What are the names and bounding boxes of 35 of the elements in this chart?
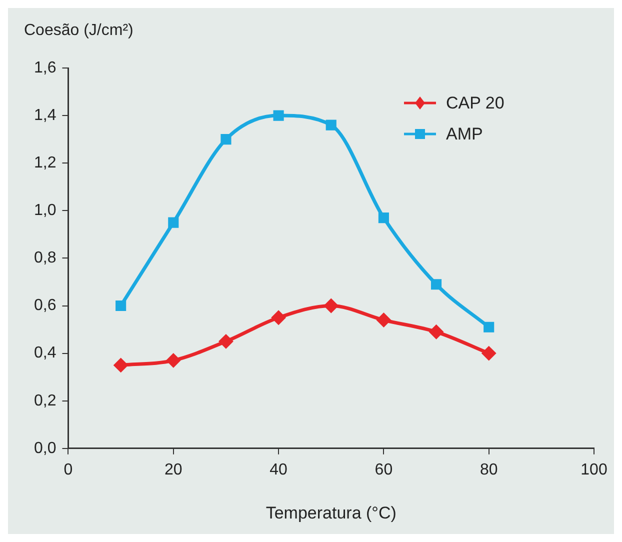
point	[114, 358, 128, 372]
y-tick-label: 0,6	[34, 297, 56, 314]
point	[273, 110, 284, 121]
point	[430, 325, 444, 339]
y-tick-label: 1,4	[34, 106, 56, 124]
y-axis-title: Coesão (J/cm²)	[24, 22, 134, 40]
point	[484, 322, 494, 332]
point	[116, 300, 126, 312]
point	[324, 299, 338, 312]
point	[272, 310, 286, 324]
point	[482, 346, 496, 360]
x-tick-label: 20	[164, 461, 182, 478]
point	[430, 279, 442, 290]
point	[168, 217, 179, 228]
legend-label: AMP	[446, 124, 483, 144]
x-tick-label: 80	[480, 461, 498, 478]
y-tick-label: 0,8	[34, 250, 56, 267]
x-tick-label: 100	[580, 461, 608, 478]
x-tick-label: 60	[374, 461, 393, 478]
y-tick-label: 1,2	[34, 154, 56, 172]
legend-label: CAP 20	[446, 94, 504, 113]
y-tick-label: 1,0	[34, 202, 56, 220]
point	[220, 134, 232, 145]
y-tick-label: 0,0	[34, 440, 56, 457]
x-axis-title: Temperatura (°C)	[266, 503, 396, 522]
point	[326, 120, 336, 130]
point	[219, 334, 233, 348]
point	[378, 212, 389, 224]
point	[166, 354, 180, 368]
y-tick-label: 0,2	[34, 392, 56, 410]
point	[376, 313, 390, 327]
x-tick-label: 0	[64, 461, 73, 478]
x-tick-label: 40	[270, 461, 288, 478]
y-tick-label: 0,4	[34, 344, 56, 362]
y-tick-label: 1,6	[34, 59, 56, 76]
